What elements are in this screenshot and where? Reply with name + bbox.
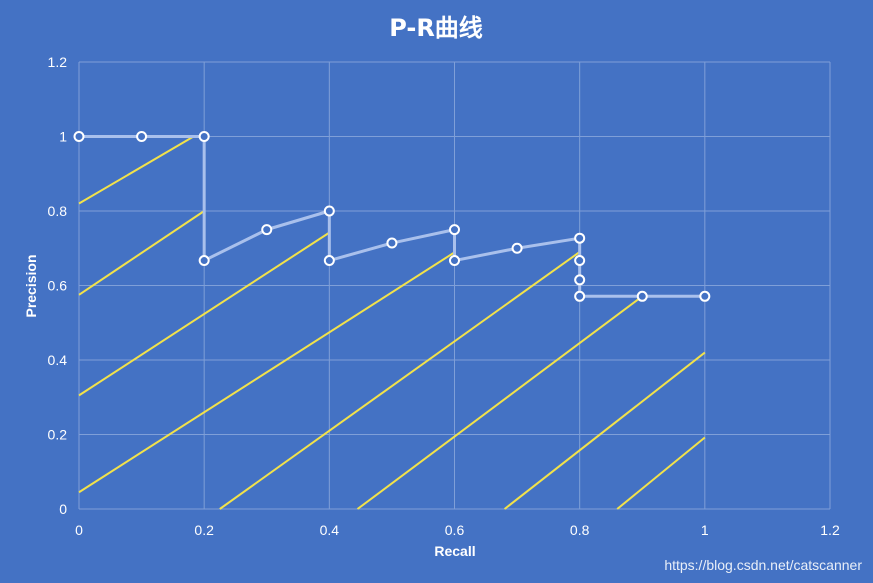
y-tick-label: 1 (59, 129, 67, 145)
data-point (323, 205, 335, 217)
x-tick-label: 0.6 (445, 522, 465, 538)
guide-line (356, 295, 643, 510)
data-point (511, 242, 523, 254)
guide-line (503, 351, 706, 510)
guide-line (616, 436, 706, 510)
data-point (574, 255, 586, 267)
tick-labels: 0 0.2 0.4 0.6 0.8 1 1.2 0 0.2 0.4 0.6 0.8 1 1.2 (48, 54, 840, 538)
data-point (574, 232, 586, 244)
data-point (198, 131, 210, 142)
data-point (574, 290, 586, 302)
guide-line (78, 135, 195, 205)
data-point (323, 255, 335, 267)
markers (73, 131, 711, 302)
data-point (699, 290, 711, 302)
x-tick-label: 1 (701, 522, 709, 538)
guide-line (78, 231, 330, 397)
chart-title: P-R曲线 (389, 14, 483, 42)
y-tick-label: 0.8 (48, 203, 68, 219)
data-point (449, 255, 460, 267)
guide-line (219, 251, 581, 510)
x-tick-label: 1.2 (820, 522, 840, 538)
data-point (198, 255, 210, 267)
y-axis-label: Precision (23, 254, 39, 317)
data-point (636, 290, 648, 302)
data-point (574, 274, 586, 286)
data-point (73, 131, 85, 142)
watermark: https://blog.csdn.net/catscanner (664, 557, 862, 573)
y-tick-label: 0.6 (48, 278, 68, 294)
x-tick-label: 0.4 (320, 522, 340, 538)
y-tick-label: 0 (59, 501, 67, 517)
guide-line (78, 251, 456, 494)
y-tick-label: 0.4 (48, 352, 68, 368)
y-tick-label: 0.2 (48, 427, 68, 443)
data-point (386, 237, 398, 249)
x-tick-label: 0.2 (194, 522, 214, 538)
x-tick-label: 0 (75, 522, 83, 538)
data-point (449, 224, 460, 236)
guide-line (78, 210, 205, 296)
guide-lines (78, 135, 706, 510)
x-axis-label: Recall (434, 543, 475, 559)
y-tick-label: 1.2 (48, 54, 68, 70)
data-point (136, 131, 148, 142)
data-point (261, 224, 273, 236)
x-tick-label: 0.8 (570, 522, 590, 538)
